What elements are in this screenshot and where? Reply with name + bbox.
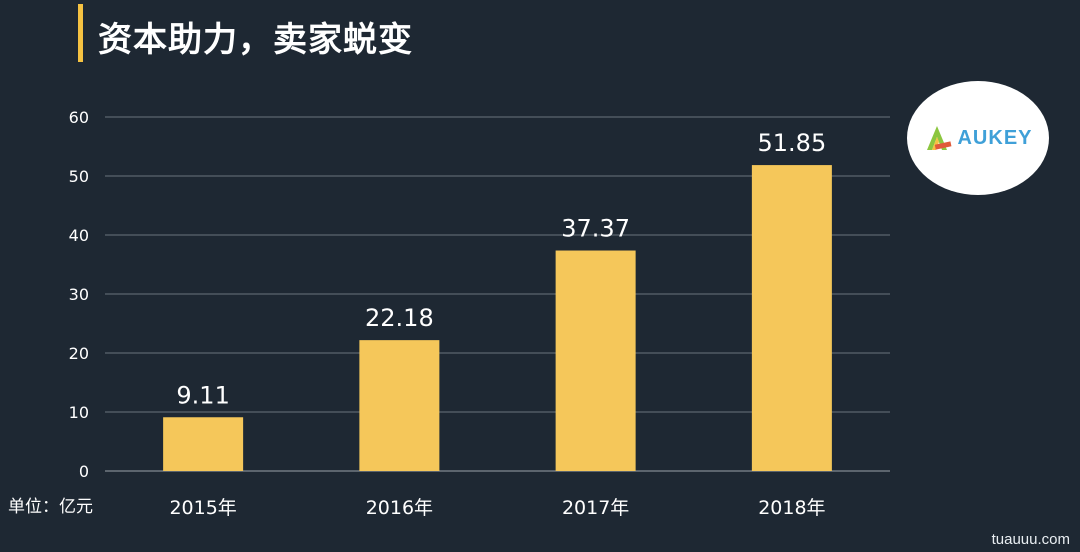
bar	[359, 340, 440, 471]
bar	[751, 165, 832, 471]
y-tick-label: 20	[69, 344, 89, 363]
x-tick-label: 2016年	[366, 497, 433, 519]
data-label: 22.18	[365, 304, 434, 332]
watermark-text: tuauuu.com	[991, 531, 1070, 548]
x-tick-label: 2017年	[562, 497, 629, 519]
y-tick-label: 10	[69, 403, 89, 422]
y-tick-label: 60	[69, 108, 89, 127]
y-tick-label: 0	[79, 462, 89, 481]
x-tick-label: 2015年	[169, 497, 236, 519]
bar	[555, 250, 636, 471]
data-label: 51.85	[758, 129, 827, 157]
aukey-logo: AUKEY	[907, 81, 1049, 195]
y-tick-label: 40	[69, 226, 89, 245]
aukey-logo-icon	[927, 126, 952, 150]
x-tick-label: 2018年	[758, 497, 825, 519]
unit-label: 单位：亿元	[8, 497, 93, 517]
aukey-logo-text: AUKEY	[957, 126, 1033, 149]
data-label: 37.37	[561, 215, 630, 243]
y-tick-label: 50	[69, 167, 89, 186]
title-accent-bar	[78, 4, 83, 62]
y-tick-label: 30	[69, 285, 89, 304]
data-label: 9.11	[176, 381, 229, 409]
page-title: 资本助力，卖家蜕变	[98, 20, 413, 60]
bar	[163, 417, 244, 471]
